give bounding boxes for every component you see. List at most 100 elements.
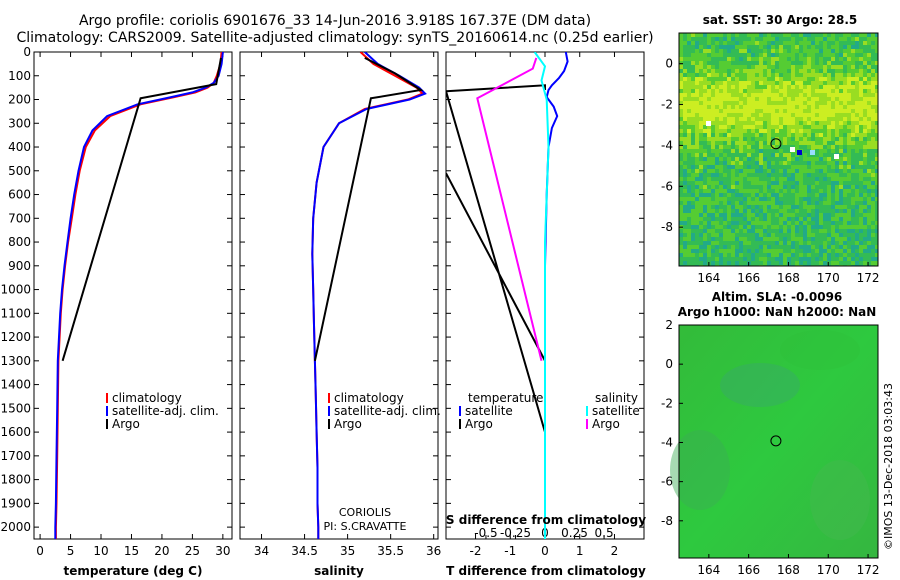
sst-cell: [851, 85, 855, 89]
sst-cell: [683, 73, 687, 77]
sst-cell: [831, 249, 835, 253]
sst-cell: [863, 257, 867, 261]
sst-cell: [787, 229, 791, 233]
sst-cell: [811, 133, 815, 137]
sst-cell: [851, 237, 855, 241]
sst-cell: [783, 65, 787, 69]
sst-cell: [751, 49, 755, 53]
sst-cell: [759, 177, 763, 181]
sst-cell: [723, 65, 727, 69]
sst-cell: [771, 129, 775, 133]
sst-cell: [815, 49, 819, 53]
annotation-coriolis: CORIOLIS: [339, 506, 391, 519]
sst-cell: [715, 261, 719, 265]
sst-cell: [687, 169, 691, 173]
sst-cell: [683, 65, 687, 69]
sst-cell: [727, 197, 731, 201]
sst-cell: [719, 145, 723, 149]
sst-cell: [727, 145, 731, 149]
sst-cell: [707, 145, 711, 149]
sst-cell: [691, 81, 695, 85]
sst-cell: [843, 221, 847, 225]
sst-cell: [787, 45, 791, 49]
sst-cell: [843, 49, 847, 53]
sst-cell: [783, 113, 787, 117]
sst-cell: [779, 89, 783, 93]
sst-cell: [815, 45, 819, 49]
sst-cell: [863, 57, 867, 61]
sst-cell: [819, 105, 823, 109]
y-tick-label: 600: [8, 188, 31, 202]
sst-cell: [827, 121, 831, 125]
sst-cell: [679, 169, 683, 173]
sst-cell: [739, 221, 743, 225]
sst-cell: [747, 137, 751, 141]
s-tick-label: -0.5: [474, 526, 497, 540]
sst-cell: [683, 57, 687, 61]
sst-cell: [827, 257, 831, 261]
sst-cell: [767, 257, 771, 261]
sst-cell: [699, 57, 703, 61]
sst-cell: [679, 173, 683, 177]
sst-cell: [871, 169, 875, 173]
sst-cell: [719, 89, 723, 93]
sst-cell: [779, 49, 783, 53]
sst-cell: [771, 245, 775, 249]
sst-cell: [783, 129, 787, 133]
sst-cell: [811, 97, 815, 101]
sst-cell: [723, 129, 727, 133]
sst-cell: [783, 145, 787, 149]
sst-cell: [875, 181, 878, 185]
sst-cell: [859, 37, 863, 41]
sst-cell: [783, 137, 787, 141]
sst-cell: [803, 189, 807, 193]
sst-cell: [715, 189, 719, 193]
sst-cell: [703, 173, 707, 177]
legend-label: satellite-adj. clim.: [334, 404, 441, 418]
sst-cell: [799, 237, 803, 241]
sst-cell: [723, 241, 727, 245]
sst-cell: [835, 161, 839, 165]
sst-cell: [839, 49, 843, 53]
sst-cell: [739, 45, 743, 49]
sst-cell: [683, 45, 687, 49]
sst-cell: [683, 165, 687, 169]
sst-cell: [691, 117, 695, 121]
sst-cell: [839, 213, 843, 217]
sst-cell: [687, 149, 691, 153]
sst-cell: [783, 173, 787, 177]
sst-cell: [751, 169, 755, 173]
sst-cell: [839, 149, 843, 153]
sst-cell: [727, 189, 731, 193]
sst-cell: [795, 37, 799, 41]
sst-cell: [719, 189, 723, 193]
sst-cell: [691, 213, 695, 217]
sst-cell: [831, 205, 835, 209]
sst-cell: [843, 133, 847, 137]
sst-cell: [743, 233, 747, 237]
sst-cell: [771, 169, 775, 173]
sst-cell: [743, 221, 747, 225]
sst-cell: [763, 77, 767, 81]
sst-cell: [827, 101, 831, 105]
sst-cell: [763, 149, 767, 153]
sst-cell: [687, 109, 691, 113]
sst-cell: [743, 201, 747, 205]
sst-cell: [707, 209, 711, 213]
sst-cell: [695, 241, 699, 245]
sst-cell: [815, 125, 819, 129]
sst-cell: [723, 49, 727, 53]
sst-cell: [707, 33, 711, 37]
sst-cell: [683, 105, 687, 109]
sst-cell: [771, 177, 775, 181]
sst-cell: [735, 257, 739, 261]
difference-t-xlabel: T difference from climatology: [446, 564, 646, 578]
sst-cell: [771, 61, 775, 65]
sst-cell: [827, 89, 831, 93]
sst-cell: [767, 93, 771, 97]
sst-cell: [819, 169, 823, 173]
sst-cell: [739, 181, 743, 185]
sst-cell: [855, 197, 859, 201]
sst-cell: [735, 65, 739, 69]
sst-cell: [847, 57, 851, 61]
